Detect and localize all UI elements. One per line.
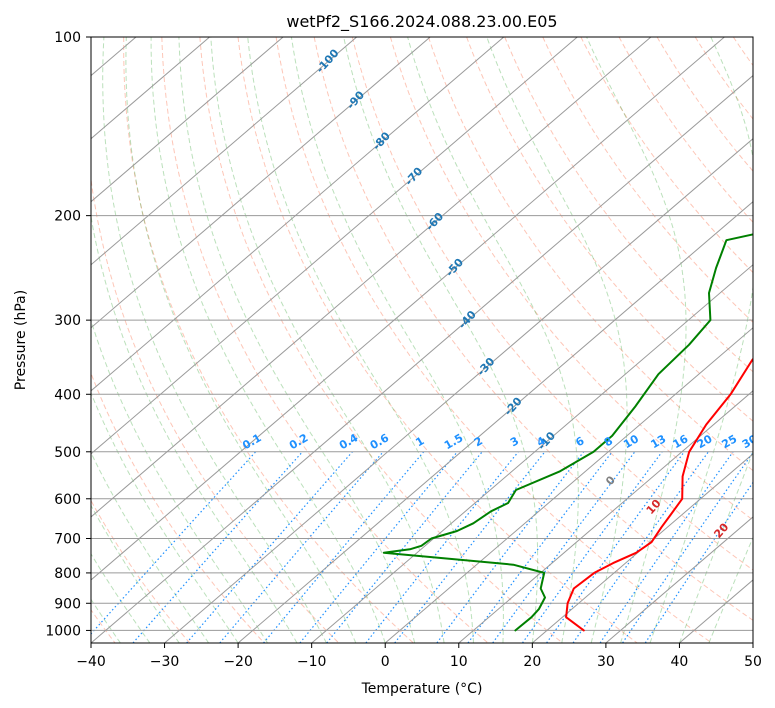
moist-adiabat xyxy=(102,37,327,643)
x-tick-label: 20 xyxy=(523,654,541,670)
moist-adiabat xyxy=(91,451,210,643)
y-tick-label: 500 xyxy=(54,445,81,461)
mixing-ratio-line xyxy=(326,451,483,643)
y-tick-label: 800 xyxy=(54,566,81,582)
x-tick-label: −10 xyxy=(297,654,327,670)
y-tick-label: 300 xyxy=(54,313,81,329)
isotherm-line xyxy=(91,37,431,329)
series-lines xyxy=(382,233,753,632)
y-tick-label: 1000 xyxy=(45,623,81,639)
isotherm-line xyxy=(91,37,284,203)
isotherm-line xyxy=(91,37,578,455)
dewpoint-line xyxy=(382,233,753,632)
x-tick-label: 10 xyxy=(450,654,468,670)
moist-adiabat xyxy=(290,37,504,643)
mixing-ratio-line xyxy=(467,451,613,643)
chart-title: wetPf2_S166.2024.088.23.00.E05 xyxy=(286,12,557,32)
mixing-ratio-line xyxy=(599,451,734,643)
mixing-ratio-line xyxy=(622,451,753,643)
isotherm-line xyxy=(91,37,725,581)
background-lines xyxy=(91,37,753,643)
moist-adiabat xyxy=(91,213,298,643)
isotherm-line xyxy=(91,74,753,643)
moist-adiabat xyxy=(91,318,268,643)
dry-adiabat xyxy=(389,37,753,521)
y-tick-label: 700 xyxy=(54,532,81,548)
isotherm-line xyxy=(458,390,753,643)
isotherm-line xyxy=(311,264,753,643)
dry-adiabat xyxy=(91,372,265,643)
mixing-ratio-line xyxy=(644,481,753,643)
dry-adiabat xyxy=(275,37,713,643)
isotherm-line xyxy=(164,137,753,643)
moist-adiabat xyxy=(91,598,121,643)
y-axis-label: Pressure (hPa) xyxy=(13,290,29,390)
gridlines xyxy=(91,37,753,643)
y-tick-label: 100 xyxy=(54,30,81,46)
mixing-ratio-line xyxy=(572,451,709,643)
x-tick-label: 50 xyxy=(744,654,762,670)
x-tick-label: 40 xyxy=(671,654,689,670)
isotherm-line xyxy=(91,37,652,518)
isotherm-line xyxy=(384,327,753,643)
x-axis-label: Temperature (°C) xyxy=(361,681,483,697)
moist-adiabat xyxy=(586,37,687,643)
isotherm-line xyxy=(91,37,505,392)
mixing-ratio-line xyxy=(522,451,663,643)
moist-adiabat xyxy=(210,37,445,643)
mixing-ratio-line xyxy=(299,451,458,643)
x-tick-label: −20 xyxy=(223,654,253,670)
y-tick-label: 600 xyxy=(54,492,81,508)
isotherm-line xyxy=(237,200,753,643)
dry-adiabat xyxy=(618,37,753,223)
plot-frame xyxy=(90,36,754,644)
moist-adiabat xyxy=(247,37,474,643)
moist-adiabat xyxy=(150,37,386,643)
isotherm-line xyxy=(605,516,753,643)
moist-adiabat xyxy=(649,37,753,643)
y-tick-label: 400 xyxy=(54,387,81,403)
y-tick-label: 900 xyxy=(54,596,81,612)
dry-adiabat xyxy=(313,37,753,621)
y-tick-label: 200 xyxy=(54,209,81,225)
dry-adiabat xyxy=(91,499,191,643)
x-tick-label: 30 xyxy=(597,654,615,670)
x-tick-label: 0 xyxy=(381,654,390,670)
mixing-ratio-line xyxy=(365,451,519,643)
x-tick-label: −30 xyxy=(150,654,180,670)
mixing-ratio-line xyxy=(263,451,425,643)
dry-adiabat xyxy=(123,37,414,643)
temperature-line xyxy=(565,357,753,632)
x-tick-label: −40 xyxy=(76,654,106,670)
dry-adiabat xyxy=(504,37,753,373)
mixing-ratio-line xyxy=(546,451,685,643)
dry-adiabat xyxy=(91,176,340,643)
moist-adiabat xyxy=(486,37,628,643)
axis-ticks: −40 −30 −20 −10 0 10 20 30 40 50 100 200 300 400 500 60… xyxy=(45,30,762,670)
moist-adiabat xyxy=(125,37,357,643)
isotherm-line xyxy=(91,37,358,266)
moist-adiabat xyxy=(343,37,539,643)
dry-adiabat xyxy=(161,37,489,643)
isotherm-line xyxy=(91,37,210,140)
mixing-ratio-line xyxy=(91,451,257,635)
mixing-ratio-line xyxy=(436,451,585,643)
dry-adiabat xyxy=(199,37,563,643)
moist-adiabat xyxy=(91,391,239,643)
dry-adiabat xyxy=(656,37,753,172)
moist-adiabat xyxy=(91,504,180,643)
dry-adiabat xyxy=(542,37,753,323)
